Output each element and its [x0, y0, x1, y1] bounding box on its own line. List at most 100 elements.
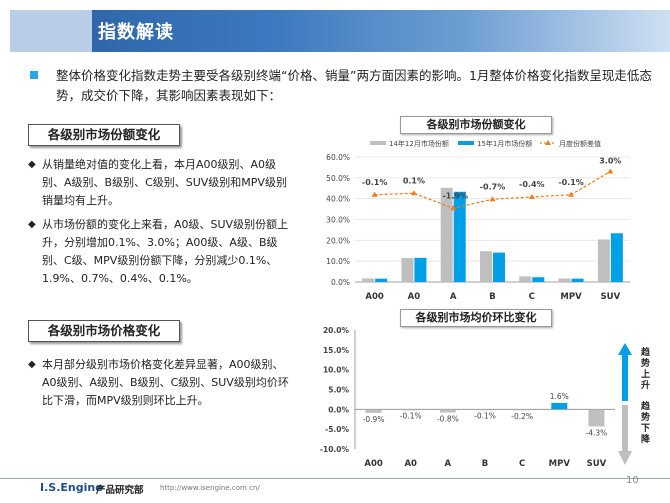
x-tick-label: MPV — [549, 459, 571, 469]
x-tick-label: A0 — [408, 292, 421, 302]
share-chart: 14年12月市场份额 15年1月市场份额 月度份额差值 0.0% 10.0% 20.0% 3… — [326, 139, 630, 302]
y-tick-label: 50.0% — [326, 174, 350, 183]
diamond-bullet-icon: ◆ — [28, 359, 36, 370]
legend-label-2: 月度份额差值 — [559, 139, 601, 148]
diff-label: -1.9% — [442, 191, 468, 200]
diff-label: -0.4% — [519, 180, 545, 189]
bar-dec — [519, 276, 532, 282]
price-paragraph-1-text: 本月部分级别市场价格变化差异显著，A00级别、A0级别、A级别、B级别、C级别、… — [42, 358, 289, 407]
square-bullet-icon — [30, 71, 38, 79]
trend-down-arrow-icon — [618, 405, 632, 465]
page-number: 10 — [626, 475, 639, 486]
diff-point — [607, 168, 614, 174]
diff-point — [528, 194, 535, 199]
page-title: 指数解读 — [98, 22, 174, 43]
y-tick-label: 0.0% — [331, 278, 350, 287]
diff-point — [371, 191, 378, 197]
x-tick-label: A — [450, 292, 457, 302]
price-bar — [551, 402, 568, 410]
diamond-bullet-icon: ◆ — [28, 219, 36, 230]
price-bar — [514, 409, 531, 411]
diff-point — [489, 196, 496, 202]
x-tick-label: A00 — [365, 292, 383, 302]
x-tick-label: SUV — [601, 292, 621, 302]
price-change-chart: -10.0% -5.0% 0.0% 5.0% 10.0% 15.0% 20.0% -0.9% A… — [320, 326, 615, 469]
x-tick-label: MPV — [560, 292, 582, 302]
price-label: -0.1% — [474, 412, 496, 421]
y-tick-label: 60.0% — [326, 153, 350, 162]
footer-dept: 产品研究部 — [96, 485, 144, 496]
section-title-price: 各级别市场价格变化 — [28, 320, 180, 342]
y-tick-label: 0.0% — [328, 405, 349, 414]
chart1-title: 各级别市场份额变化 — [400, 116, 552, 134]
diamond-bullet-icon: ◆ — [28, 159, 36, 170]
price-label: -0.9% — [363, 415, 385, 424]
price-label: 1.6% — [550, 392, 569, 401]
header-bar: 指数解读 — [0, 10, 670, 52]
x-tick-label: A — [445, 459, 452, 469]
chart2-title: 各级别市场均价环比变化 — [400, 309, 552, 327]
x-tick-label: B — [482, 459, 488, 469]
footer-url[interactable]: http://www.isengine.com.cn/ — [160, 484, 260, 492]
y-tick-label: 10.0% — [326, 257, 350, 266]
bar-dec — [480, 251, 492, 282]
diff-label: -0.1% — [362, 178, 388, 187]
footer-divider — [0, 478, 670, 479]
header-gradient — [0, 10, 670, 52]
price-bar — [365, 409, 382, 413]
x-tick-label: A00 — [364, 459, 382, 469]
price-label: -0.1% — [400, 412, 422, 421]
price-label: -0.8% — [437, 415, 459, 424]
trend-up-label: 趋势上升 — [641, 348, 651, 391]
y-tick-label: 30.0% — [326, 216, 350, 225]
y-tick-label: 40.0% — [326, 195, 350, 204]
x-tick-label: C — [519, 459, 525, 469]
diff-point — [450, 205, 457, 211]
trend-up-arrow-icon — [618, 343, 632, 401]
price-bar — [477, 409, 493, 411]
x-tick-label: A0 — [404, 459, 417, 469]
bar-jan — [532, 277, 545, 282]
y-tick-label: -10.0% — [320, 445, 350, 454]
share-paragraph-2-text: 从市场份额的变化上来看，A0级、SUV级别份额上升，分别增加0.1%、3.0%；… — [42, 218, 289, 285]
diff-label: -0.7% — [480, 182, 506, 191]
price-label: -4.3% — [586, 428, 608, 437]
share-paragraph-1: ◆ 从销量绝对值的变化上看，本月A00级别、A0级别、A级别、B级别、C级别、S… — [28, 156, 290, 212]
bar-jan — [414, 257, 427, 282]
bar-dec — [401, 258, 414, 282]
diff-point — [568, 191, 575, 197]
y-tick-label: 15.0% — [323, 346, 350, 355]
x-tick-label: B — [489, 292, 495, 302]
y-tick-label: 5.0% — [328, 386, 349, 395]
y-tick-label: 10.0% — [323, 366, 350, 375]
y-tick-label: 20.0% — [326, 236, 350, 245]
share-paragraph-2: ◆ 从市场份额的变化上来看，A0级、SUV级别份额上升，分别增加0.1%、3.0… — [28, 216, 290, 290]
legend-label-0: 14年12月市场份额 — [389, 139, 449, 148]
x-tick-label: SUV — [587, 459, 607, 469]
legend-label-1: 15年1月市场份额 — [477, 139, 532, 148]
section-title-share: 各级别市场份额变化 — [28, 124, 180, 146]
y-tick-label: -5.0% — [325, 425, 349, 434]
diff-label: -0.1% — [558, 178, 584, 187]
x-tick-label: C — [529, 292, 535, 302]
bar-jan — [610, 233, 623, 282]
bar-dec — [440, 187, 453, 282]
bar-jan — [571, 278, 584, 282]
price-paragraph-1: ◆ 本月部分级别市场价格变化差异显著，A00级别、A0级别、A级别、B级别、C级… — [28, 356, 290, 412]
legend-swatch-1 — [458, 141, 474, 145]
bar-dec — [558, 278, 571, 282]
legend-marker-2 — [545, 140, 551, 145]
header-accent-block — [0, 10, 92, 52]
diff-label: 3.0% — [599, 157, 621, 166]
bar-jan — [453, 191, 466, 282]
price-bar — [402, 409, 419, 411]
price-bar — [439, 409, 456, 413]
diff-label: 0.1% — [403, 176, 425, 185]
bar-dec — [597, 239, 610, 282]
price-bar — [588, 409, 605, 427]
trend-down-label: 趋势下降 — [641, 402, 651, 445]
footer-brand: I.S.Engine — [40, 481, 103, 494]
bar-jan — [493, 252, 505, 282]
bar-jan — [375, 278, 388, 282]
share-paragraph-1-text: 从销量绝对值的变化上看，本月A00级别、A0级别、A级别、B级别、C级别、SUV… — [42, 158, 287, 207]
